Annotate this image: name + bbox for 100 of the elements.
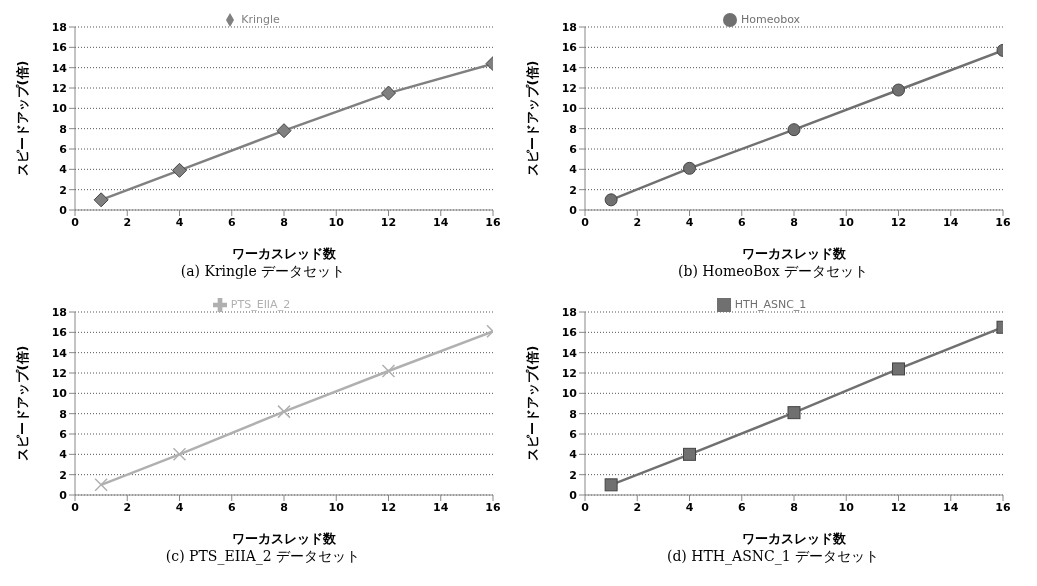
text: (c) PTS_EIIA_2 データセット: [164, 548, 362, 566]
y-tick-label: 10: [51, 102, 68, 116]
y-tick-label: 10: [561, 102, 578, 116]
point: [604, 193, 618, 207]
y-tick-label: 4: [59, 163, 68, 177]
y-tick-label: 10: [561, 387, 578, 401]
y-tick-label: 2: [59, 468, 67, 482]
y-tick-label: 18: [51, 20, 67, 34]
y-tick-label: 10: [51, 387, 68, 401]
x-tick-label: 10: [328, 500, 345, 514]
x-tick-label: 12: [380, 215, 397, 229]
point: [172, 447, 187, 462]
y-tick-label: 2: [569, 183, 577, 197]
y-tick-label: 6: [59, 142, 68, 156]
point: [381, 85, 396, 101]
point: [683, 447, 696, 461]
y-tick-label: 12: [561, 366, 577, 380]
y-tick-label: 6: [59, 427, 68, 441]
y-tick-label: 12: [561, 81, 577, 95]
y-tick-label: 4: [569, 163, 578, 177]
y-tick-label: 2: [59, 183, 67, 197]
point: [892, 83, 905, 97]
y-tick-label: 6: [569, 142, 578, 156]
y-tick-label: 0: [569, 488, 578, 502]
y-tick-label: 2: [569, 468, 577, 482]
y-tick-label: 18: [561, 20, 577, 34]
x-tick-label: 14: [943, 215, 959, 229]
x-tick-label: 2: [633, 500, 642, 514]
x-tick-label: 8: [790, 215, 798, 229]
y-tick-label: 0: [59, 488, 68, 502]
x-tick-label: 0: [71, 500, 80, 514]
x-tick-label: 12: [890, 215, 907, 229]
x-tick-label: 10: [328, 215, 345, 229]
x-tick-label: 2: [633, 215, 642, 229]
point: [276, 123, 292, 139]
y-tick-label: 14: [51, 346, 68, 360]
legend-label: PTS_EIIA_2: [230, 298, 291, 311]
y-tick-label: 14: [561, 346, 578, 360]
y-tick-label: 18: [51, 305, 67, 319]
point: [172, 162, 187, 178]
y-tick-label: 0: [569, 203, 578, 217]
y-axis-title: スピードアップ(倍): [14, 60, 30, 177]
y-tick-label: 0: [59, 203, 68, 217]
y-tick-label: 12: [51, 366, 67, 380]
x-tick-label: 16: [995, 215, 1011, 229]
x-tick-label: 16: [485, 500, 501, 514]
y-axis-title: スピードアップ(倍): [524, 60, 540, 177]
legend-label: Kringle: [241, 13, 280, 26]
x-tick-label: 0: [581, 215, 590, 229]
x-axis-title: ワーカスレッド数: [232, 531, 337, 546]
text: (d) HTH_ASNC_1 データセット: [665, 548, 881, 566]
y-tick-label: 4: [59, 448, 68, 462]
x-axis-title: ワーカスレッド数: [742, 246, 847, 261]
x-tick-label: 10: [838, 215, 855, 229]
point: [787, 123, 801, 137]
x-tick-label: 4: [685, 215, 694, 229]
y-tick-label: 8: [59, 407, 67, 421]
point: [683, 161, 696, 175]
legend-label: HTH_ASNC_1: [734, 298, 807, 311]
point: [381, 364, 396, 378]
text: (b) HomeoBox データセット: [677, 263, 869, 281]
x-tick-label: 8: [280, 215, 288, 229]
x-tick-label: 8: [280, 500, 288, 514]
y-tick-label: 6: [569, 427, 578, 441]
y-tick-label: 12: [51, 81, 67, 95]
x-tick-label: 0: [71, 215, 80, 229]
x-axis-title: ワーカスレッド数: [232, 246, 337, 261]
x-tick-label: 14: [433, 215, 449, 229]
x-tick-label: 16: [485, 215, 501, 229]
x-tick-label: 6: [227, 215, 236, 229]
y-tick-label: 16: [561, 326, 578, 340]
point: [787, 406, 801, 420]
point: [892, 362, 905, 376]
x-tick-label: 10: [838, 500, 855, 514]
y-tick-label: 16: [51, 326, 68, 340]
x-tick-label: 6: [737, 500, 746, 514]
x-tick-label: 14: [943, 500, 959, 514]
x-tick-label: 8: [790, 500, 798, 514]
text: (a) Kringle データセット: [179, 263, 347, 281]
x-tick-label: 12: [380, 500, 397, 514]
x-tick-label: 6: [227, 500, 236, 514]
y-tick-label: 16: [561, 41, 578, 55]
y-axis-title: スピードアップ(倍): [524, 345, 540, 462]
x-tick-label: 12: [890, 500, 907, 514]
y-tick-label: 8: [59, 122, 67, 136]
point: [94, 478, 108, 492]
x-tick-label: 6: [737, 215, 746, 229]
y-axis-title: スピードアップ(倍): [14, 345, 30, 462]
x-tick-label: 16: [995, 500, 1011, 514]
x-tick-label: 2: [123, 215, 132, 229]
x-tick-label: 2: [123, 500, 132, 514]
x-tick-label: 4: [175, 215, 184, 229]
x-tick-label: 4: [175, 500, 184, 514]
x-axis-title: ワーカスレッド数: [742, 531, 847, 546]
y-tick-label: 16: [51, 41, 68, 55]
y-tick-label: 14: [561, 61, 578, 75]
point: [277, 404, 291, 419]
x-tick-label: 0: [581, 500, 590, 514]
legend-label: Homeobox: [740, 13, 801, 26]
point: [93, 192, 109, 208]
